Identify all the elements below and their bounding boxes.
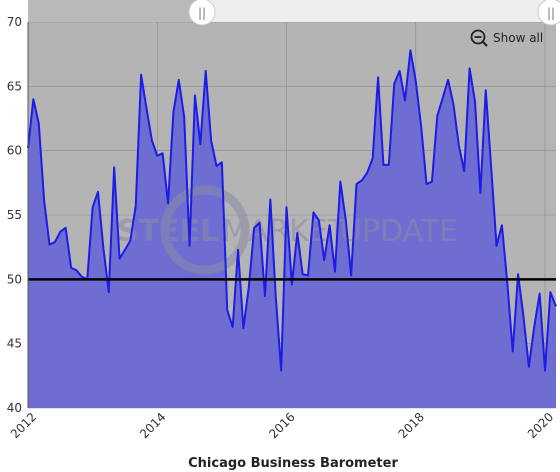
plot-area: STEEL MARKET UPDATE — [27, 21, 557, 409]
chart-title: Chicago Business Barometer — [188, 456, 398, 471]
y-tick-label: 70 — [7, 15, 22, 29]
y-axis-ticks: 40 45 50 55 60 65 70 — [7, 15, 22, 415]
x-tick-label: 2018 — [396, 410, 427, 441]
show-all-button[interactable]: Show all — [470, 29, 544, 47]
x-axis-ticks: 2012 2014 2016 2018 2020 — [8, 410, 557, 441]
slider-handle-left[interactable]: || — [188, 0, 216, 26]
slider-unselected-range — [28, 0, 200, 22]
show-all-label: Show all — [493, 31, 543, 45]
range-slider[interactable]: || || — [28, 0, 560, 26]
watermark-text-update: UPDATE — [340, 214, 458, 249]
zoom-out-icon — [470, 29, 488, 47]
slider-grip-icon: || — [198, 6, 206, 20]
y-tick-label: 50 — [7, 272, 22, 286]
y-tick-label: 45 — [7, 337, 22, 351]
watermark-logo-ring — [160, 185, 250, 275]
slider-grip-icon: || — [547, 6, 555, 20]
area-fill — [28, 50, 556, 409]
x-tick-label: 2016 — [266, 410, 297, 441]
y-tick-label: 40 — [7, 401, 22, 415]
y-tick-label: 55 — [7, 208, 22, 222]
y-tick-label: 65 — [7, 79, 22, 93]
slider-handle-right[interactable]: || — [537, 0, 560, 26]
x-tick-label: 2020 — [525, 410, 556, 441]
y-tick-label: 60 — [7, 144, 22, 158]
x-tick-label: 2014 — [137, 410, 168, 441]
series-line — [27, 49, 557, 372]
